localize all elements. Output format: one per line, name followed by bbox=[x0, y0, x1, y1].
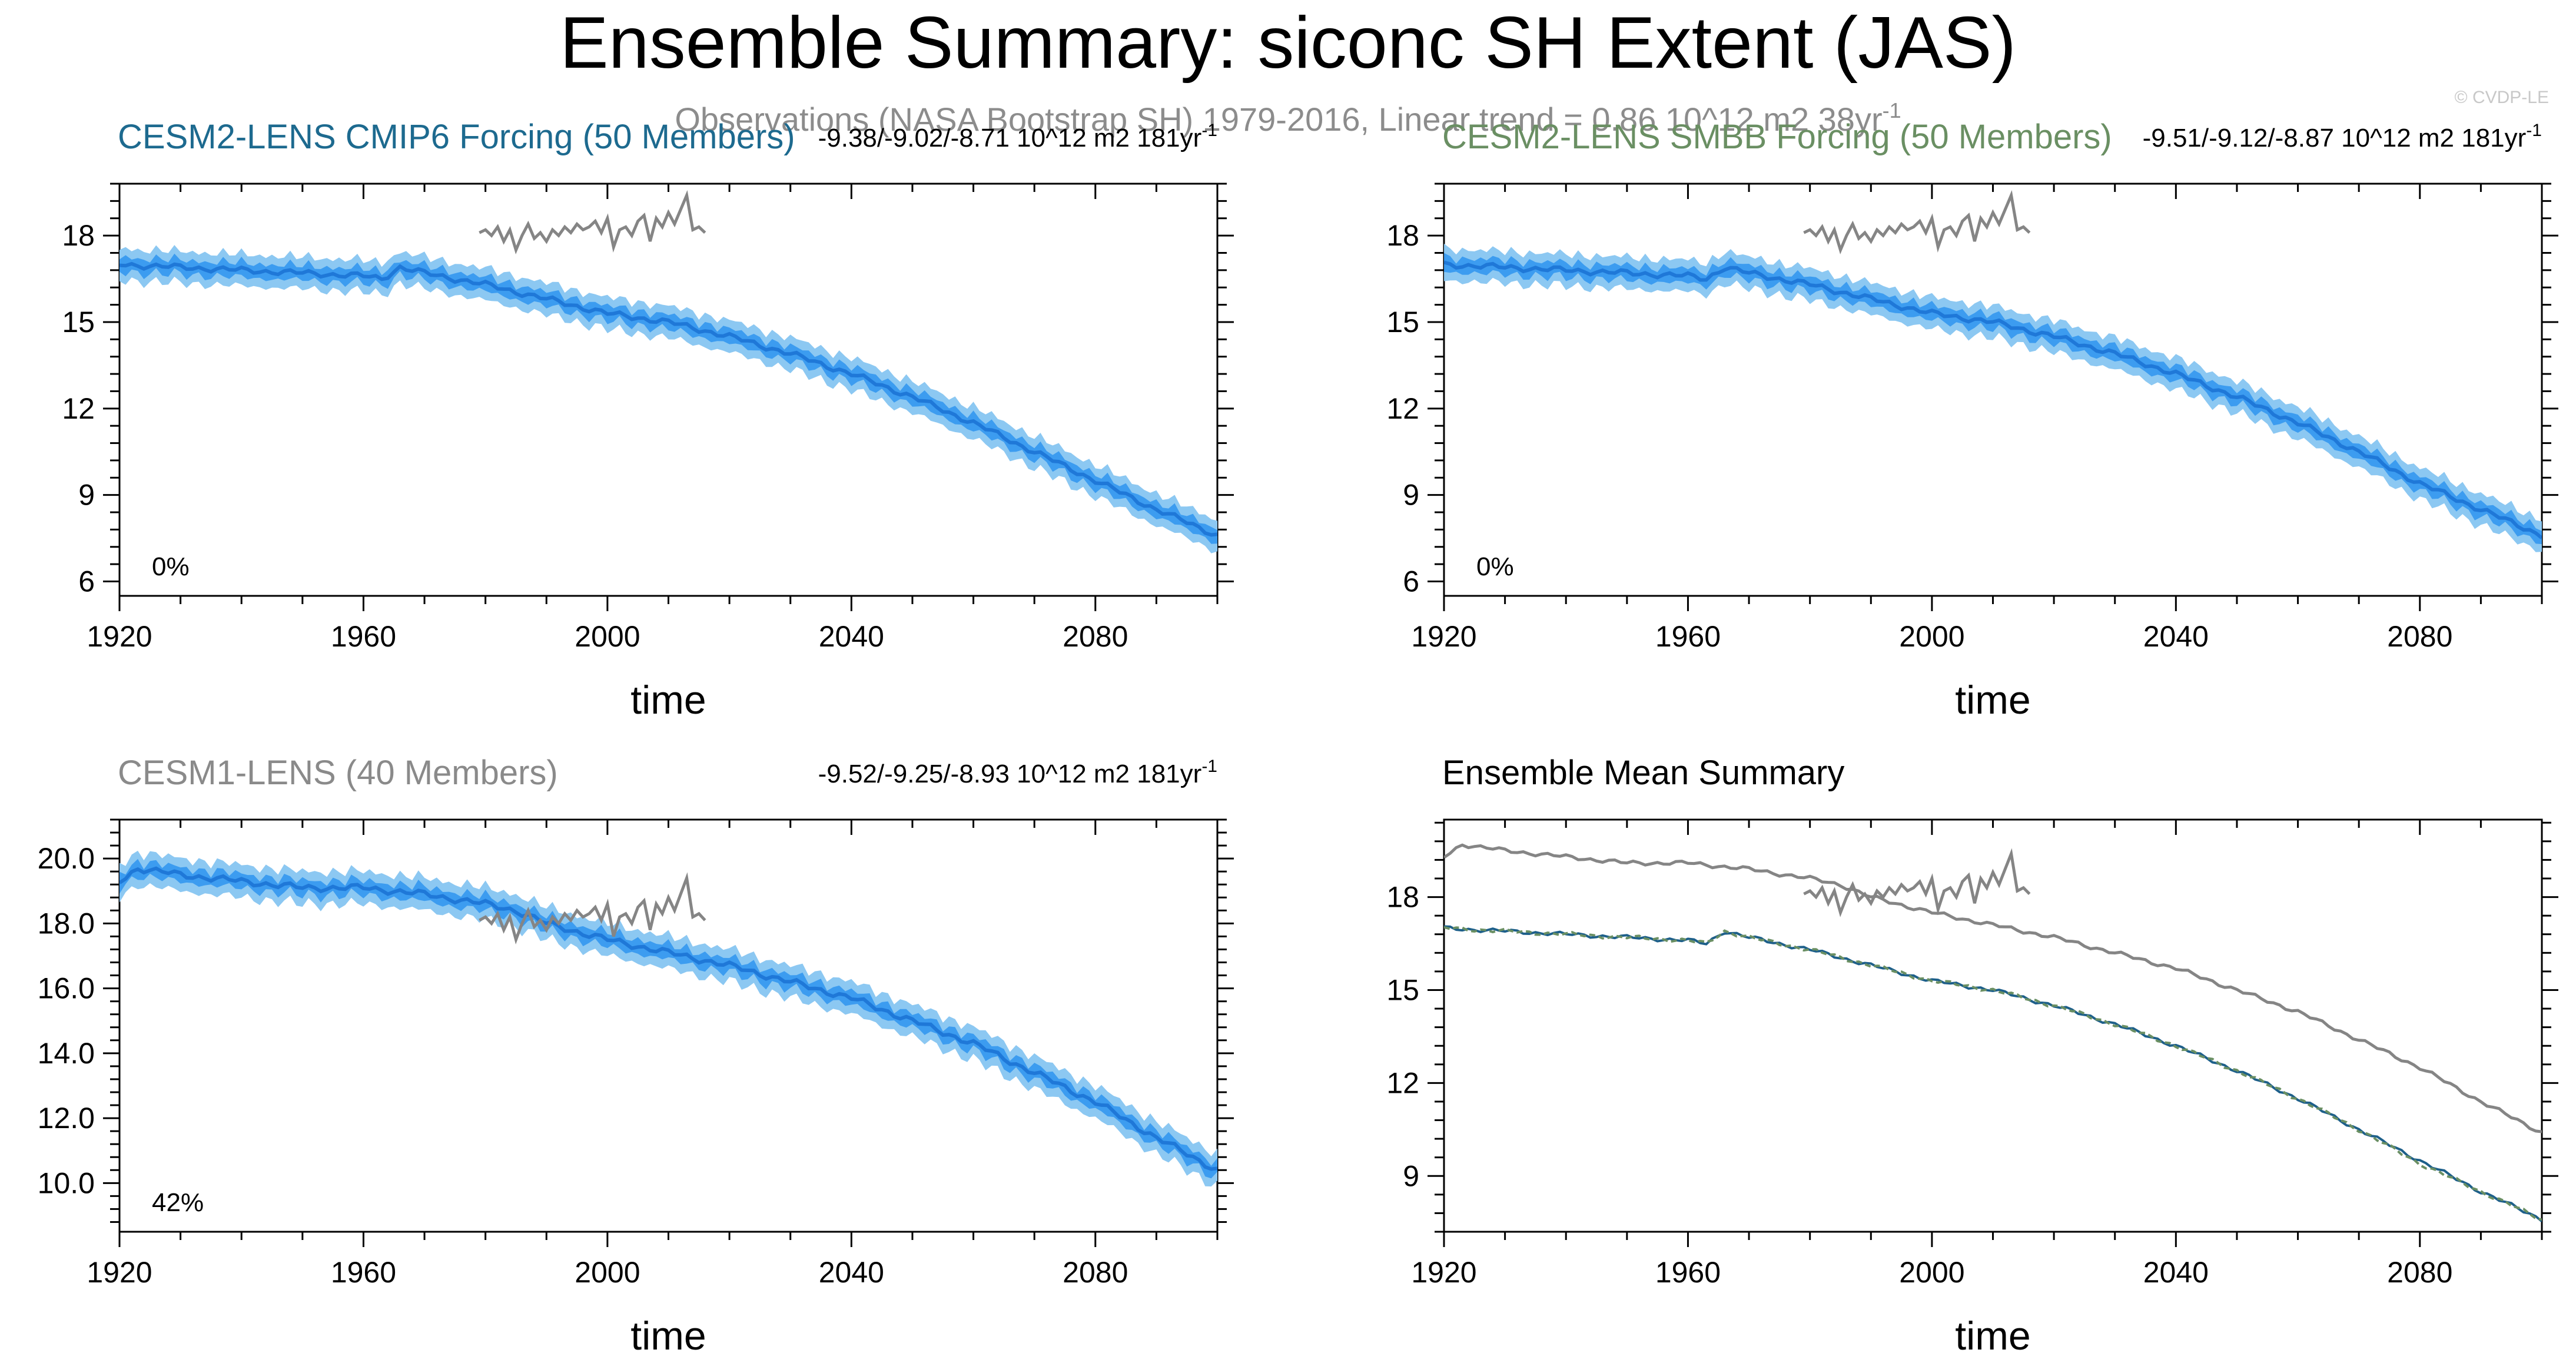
x-tick-label: 2000 bbox=[575, 620, 640, 653]
percent-label: 42% bbox=[152, 1188, 204, 1217]
panel-title: CESM2-LENS CMIP6 Forcing (50 Members) bbox=[118, 118, 795, 156]
x-axis-label: time bbox=[1955, 678, 2030, 722]
trend-label-exponent: -1 bbox=[2526, 121, 2542, 140]
plot-data bbox=[1444, 843, 2542, 1222]
y-tick-label: 14.0 bbox=[38, 1037, 95, 1070]
ensemble-mean-line bbox=[119, 866, 1217, 1171]
panel-title: Ensemble Mean Summary bbox=[1442, 754, 1844, 792]
y-tick-label: 6 bbox=[78, 565, 95, 598]
plot-frame bbox=[1443, 818, 2543, 1233]
trend-label-text: -9.51/-9.12/-8.87 10^12 m2 181yr bbox=[2143, 124, 2527, 152]
plot-frame bbox=[118, 183, 1219, 597]
y-tick-label: 15 bbox=[62, 306, 95, 339]
y-tick-label: 15 bbox=[1386, 973, 1419, 1006]
x-tick-label: 1920 bbox=[1411, 620, 1476, 653]
plot-frame bbox=[1443, 183, 2543, 597]
trend-label: -9.52/-9.25/-8.93 10^12 m2 181yr-1 bbox=[818, 757, 1217, 788]
panel-cesm1: 1920 1960 2000 2040 2080 10.0 12.0 14.0 16.0 18.0… bbox=[38, 754, 1234, 1358]
figure-title: Ensemble Summary: siconc SH Extent (JAS) bbox=[560, 2, 2016, 84]
spread-outer-band bbox=[119, 850, 1217, 1187]
panel-cesm2-cmip6: 1920 1960 2000 2040 2080 6 9 12 15 18 time CESM2-LE… bbox=[62, 118, 1234, 722]
observations-label-exponent: -1 bbox=[1883, 98, 1901, 122]
x-tick-label: 1960 bbox=[331, 620, 396, 653]
x-axis-label: time bbox=[630, 1314, 706, 1358]
y-tick-label: 16.0 bbox=[38, 972, 95, 1005]
ensemble-mean-line bbox=[1444, 260, 2542, 540]
x-tick-label: 1960 bbox=[1655, 620, 1721, 653]
y-tick-label: 9 bbox=[1403, 479, 1419, 512]
observations-label-text: Observations (NASA Bootstrap SH) 1979-20… bbox=[675, 101, 1882, 138]
y-tick-label: 18 bbox=[62, 219, 95, 252]
y-tick-label: 12 bbox=[1386, 1066, 1419, 1099]
plot-data bbox=[119, 190, 1217, 553]
trend-label-text: -9.52/-9.25/-8.93 10^12 m2 181yr bbox=[818, 760, 1202, 788]
x-tick-label: 2040 bbox=[2143, 620, 2209, 653]
x-axis-label: time bbox=[1955, 1314, 2030, 1358]
x-axis-label: time bbox=[630, 678, 706, 722]
x-tick-label: 2040 bbox=[819, 1256, 884, 1289]
x-tick-label: 2040 bbox=[2143, 1256, 2209, 1289]
x-tick-label: 2080 bbox=[2387, 1256, 2452, 1289]
y-tick-label: 10.0 bbox=[38, 1166, 95, 1199]
observations-label: Observations (NASA Bootstrap SH) 1979-20… bbox=[675, 98, 1901, 138]
y-tick-label: 6 bbox=[1403, 565, 1419, 598]
trend-label-exponent: -1 bbox=[1201, 121, 1217, 140]
series-line-2 bbox=[1444, 925, 2542, 1222]
x-tick-label: 2000 bbox=[1899, 620, 1964, 653]
y-tick-label: 15 bbox=[1386, 306, 1419, 339]
spread-inner-band bbox=[119, 253, 1217, 544]
x-tick-label: 1920 bbox=[87, 1256, 152, 1289]
x-tick-label: 1920 bbox=[1411, 1256, 1476, 1289]
y-tick-label: 12 bbox=[62, 392, 95, 425]
y-tick-label: 12.0 bbox=[38, 1102, 95, 1135]
observations-line bbox=[479, 190, 706, 254]
y-tick-label: 12 bbox=[1386, 392, 1419, 425]
percent-label: 0% bbox=[152, 552, 190, 581]
panel-summary: 1920 1960 2000 2040 2080 9 12 15 18 time Ensemble … bbox=[1386, 754, 2558, 1358]
spread-outer-band bbox=[119, 245, 1217, 553]
y-tick-label: 20.0 bbox=[38, 842, 95, 875]
spread-outer-band bbox=[1444, 243, 2542, 552]
x-tick-label: 2040 bbox=[819, 620, 884, 653]
x-tick-label: 2000 bbox=[1899, 1256, 1964, 1289]
x-tick-label: 2080 bbox=[1063, 620, 1128, 653]
spread-inner-band bbox=[119, 858, 1217, 1179]
x-tick-label: 1960 bbox=[331, 1256, 396, 1289]
y-tick-label: 9 bbox=[78, 479, 95, 512]
trend-label-exponent: -1 bbox=[1201, 757, 1217, 776]
x-tick-label: 1920 bbox=[87, 620, 152, 653]
y-tick-label: 18.0 bbox=[38, 907, 95, 940]
ensemble-mean-line bbox=[119, 261, 1217, 537]
panel-cesm2-smbb: 1920 1960 2000 2040 2080 6 9 12 15 18 time CESM2-LE… bbox=[1386, 118, 2558, 722]
x-tick-label: 2080 bbox=[2387, 620, 2452, 653]
x-tick-label: 1960 bbox=[1655, 1256, 1721, 1289]
x-tick-label: 2080 bbox=[1063, 1256, 1128, 1289]
panel-title: CESM1-LENS (40 Members) bbox=[118, 754, 558, 792]
trend-label: -9.38/-9.02/-8.71 10^12 m2 181yr-1 bbox=[818, 121, 1217, 152]
y-tick-label: 18 bbox=[1386, 219, 1419, 252]
plot-data bbox=[1444, 190, 2542, 552]
spread-inner-band bbox=[1444, 253, 2542, 545]
panel-title: CESM2-LENS SMBB Forcing (50 Members) bbox=[1442, 118, 2112, 156]
watermark: © CVDP-LE bbox=[2455, 88, 2549, 107]
plot-data bbox=[119, 850, 1217, 1187]
observations-line bbox=[479, 872, 706, 945]
series-line-1 bbox=[1444, 843, 2542, 1133]
y-tick-label: 9 bbox=[1403, 1159, 1419, 1192]
x-tick-label: 2000 bbox=[575, 1256, 640, 1289]
series-line-3 bbox=[1444, 926, 2542, 1221]
percent-label: 0% bbox=[1476, 552, 1514, 581]
observations-line bbox=[1803, 190, 2031, 254]
y-tick-label: 18 bbox=[1386, 881, 1419, 914]
trend-label: -9.51/-9.12/-8.87 10^12 m2 181yr-1 bbox=[2143, 121, 2542, 152]
observations-line bbox=[1803, 848, 2031, 917]
trend-label-text: -9.38/-9.02/-8.71 10^12 m2 181yr bbox=[818, 124, 1202, 152]
